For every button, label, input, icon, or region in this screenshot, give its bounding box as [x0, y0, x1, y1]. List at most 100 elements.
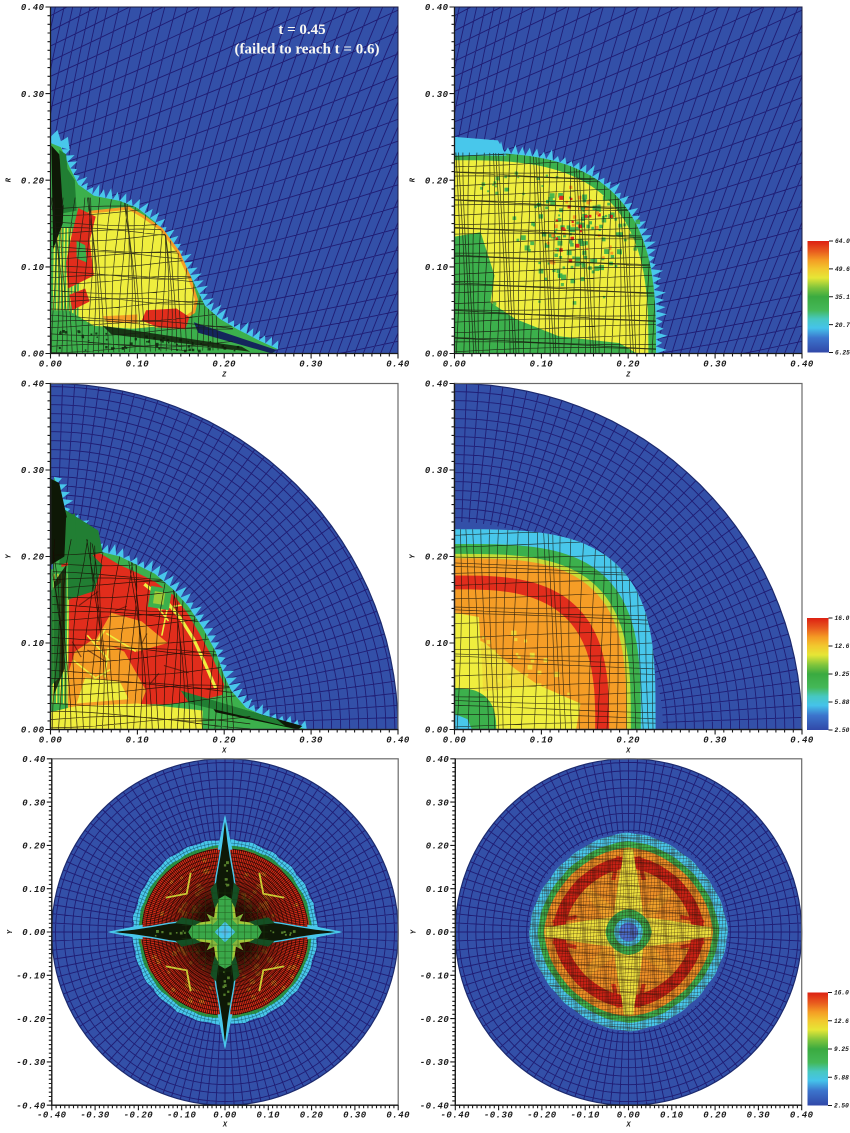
- svg-text:0.30: 0.30: [21, 466, 45, 476]
- svg-text:-0.20: -0.20: [527, 1111, 557, 1121]
- svg-text:0.00: 0.00: [39, 360, 63, 370]
- svg-text:0.20: 0.20: [21, 176, 45, 186]
- svg-text:0.10: 0.10: [426, 885, 450, 895]
- svg-text:X: X: [625, 748, 631, 756]
- svg-text:0.20: 0.20: [426, 842, 450, 852]
- svg-text:9.25: 9.25: [834, 1046, 849, 1053]
- svg-text:X: X: [222, 1122, 228, 1128]
- svg-text:-0.10: -0.10: [570, 1111, 600, 1121]
- svg-text:0.00: 0.00: [39, 736, 63, 746]
- svg-text:0.20: 0.20: [425, 553, 449, 563]
- svg-text:-0.40: -0.40: [420, 1101, 450, 1111]
- svg-text:X: X: [625, 1122, 631, 1128]
- svg-text:-0.40: -0.40: [16, 1101, 46, 1111]
- svg-text:0.30: 0.30: [703, 736, 727, 746]
- svg-text:0.20: 0.20: [703, 1111, 727, 1121]
- svg-text:0.30: 0.30: [425, 90, 449, 100]
- svg-text:Y: Y: [7, 929, 15, 934]
- svg-text:Y: Y: [410, 554, 418, 559]
- svg-text:0.10: 0.10: [21, 639, 45, 649]
- svg-text:16.0: 16.0: [834, 990, 849, 997]
- svg-text:0.40: 0.40: [386, 1111, 410, 1121]
- svg-text:0.10: 0.10: [425, 263, 449, 273]
- svg-text:(failed to reach t = 0.6): (failed to reach t = 0.6): [235, 42, 380, 58]
- svg-text:49.6: 49.6: [835, 266, 850, 273]
- svg-text:0.00: 0.00: [21, 350, 45, 360]
- svg-text:-0.20: -0.20: [16, 1015, 46, 1025]
- svg-text:-0.30: -0.30: [484, 1111, 514, 1121]
- svg-text:Y: Y: [410, 929, 418, 934]
- svg-text:-0.10: -0.10: [167, 1111, 197, 1121]
- svg-text:0.40: 0.40: [386, 736, 410, 746]
- svg-text:0.20: 0.20: [212, 736, 236, 746]
- svg-text:0.30: 0.30: [22, 798, 46, 808]
- svg-text:5.88: 5.88: [835, 699, 850, 706]
- svg-text:-0.10: -0.10: [16, 972, 46, 982]
- svg-text:-0.30: -0.30: [420, 1058, 450, 1068]
- svg-text:-0.40: -0.40: [441, 1111, 471, 1121]
- svg-text:0.20: 0.20: [425, 176, 449, 186]
- svg-text:12.6: 12.6: [835, 643, 850, 650]
- svg-text:0.40: 0.40: [426, 755, 450, 765]
- svg-text:0.30: 0.30: [299, 736, 323, 746]
- svg-text:Y: Y: [6, 554, 14, 559]
- svg-text:6.25: 6.25: [835, 350, 850, 357]
- svg-text:R: R: [410, 177, 418, 182]
- svg-text:0.30: 0.30: [21, 90, 45, 100]
- svg-text:0.30: 0.30: [343, 1111, 367, 1121]
- svg-text:0.10: 0.10: [22, 885, 46, 895]
- svg-text:0.20: 0.20: [300, 1111, 324, 1121]
- svg-text:0.00: 0.00: [617, 1111, 641, 1121]
- svg-text:0.00: 0.00: [22, 928, 46, 938]
- svg-text:Z: Z: [221, 372, 227, 380]
- svg-text:5.88: 5.88: [834, 1075, 849, 1082]
- svg-text:0.30: 0.30: [299, 360, 323, 370]
- svg-text:0.00: 0.00: [425, 350, 449, 360]
- svg-text:0.10: 0.10: [530, 736, 554, 746]
- svg-text:X: X: [221, 748, 227, 756]
- svg-text:0.10: 0.10: [126, 360, 150, 370]
- svg-text:0.00: 0.00: [443, 360, 467, 370]
- svg-text:0.40: 0.40: [425, 3, 449, 13]
- svg-text:16.0: 16.0: [835, 615, 850, 622]
- svg-text:-0.10: -0.10: [420, 972, 450, 982]
- svg-text:0.40: 0.40: [21, 380, 45, 390]
- svg-text:2.50: 2.50: [834, 1103, 849, 1110]
- svg-text:Z: Z: [625, 372, 631, 380]
- svg-text:0.20: 0.20: [212, 360, 236, 370]
- svg-text:0.20: 0.20: [21, 553, 45, 563]
- svg-text:-0.30: -0.30: [80, 1111, 110, 1121]
- svg-text:0.30: 0.30: [426, 798, 450, 808]
- svg-text:0.10: 0.10: [21, 263, 45, 273]
- svg-text:0.20: 0.20: [616, 736, 640, 746]
- svg-text:0.40: 0.40: [790, 736, 814, 746]
- svg-text:0.20: 0.20: [616, 360, 640, 370]
- svg-text:t = 0.45: t = 0.45: [278, 22, 325, 38]
- svg-text:0.40: 0.40: [425, 380, 449, 390]
- svg-text:0.00: 0.00: [21, 726, 45, 736]
- svg-text:-0.30: -0.30: [16, 1058, 46, 1068]
- svg-text:0.40: 0.40: [790, 360, 814, 370]
- svg-text:0.10: 0.10: [425, 639, 449, 649]
- svg-text:0.10: 0.10: [256, 1111, 280, 1121]
- svg-text:0.10: 0.10: [530, 360, 554, 370]
- svg-text:0.00: 0.00: [425, 726, 449, 736]
- svg-text:-0.20: -0.20: [420, 1015, 450, 1025]
- svg-text:35.1: 35.1: [835, 294, 850, 301]
- svg-text:12.6: 12.6: [834, 1018, 849, 1025]
- svg-text:0.40: 0.40: [386, 360, 410, 370]
- svg-text:R: R: [6, 177, 14, 182]
- svg-text:0.00: 0.00: [213, 1111, 237, 1121]
- svg-text:0.40: 0.40: [22, 755, 46, 765]
- svg-text:0.00: 0.00: [426, 928, 450, 938]
- svg-text:-0.40: -0.40: [37, 1111, 67, 1121]
- svg-text:9.25: 9.25: [835, 671, 850, 678]
- svg-text:0.00: 0.00: [443, 736, 467, 746]
- svg-text:0.30: 0.30: [747, 1111, 771, 1121]
- svg-text:0.40: 0.40: [790, 1111, 814, 1121]
- svg-text:0.10: 0.10: [126, 736, 150, 746]
- svg-text:64.0: 64.0: [835, 238, 850, 245]
- svg-text:0.30: 0.30: [425, 466, 449, 476]
- svg-text:0.10: 0.10: [660, 1111, 684, 1121]
- svg-text:2.50: 2.50: [835, 727, 850, 734]
